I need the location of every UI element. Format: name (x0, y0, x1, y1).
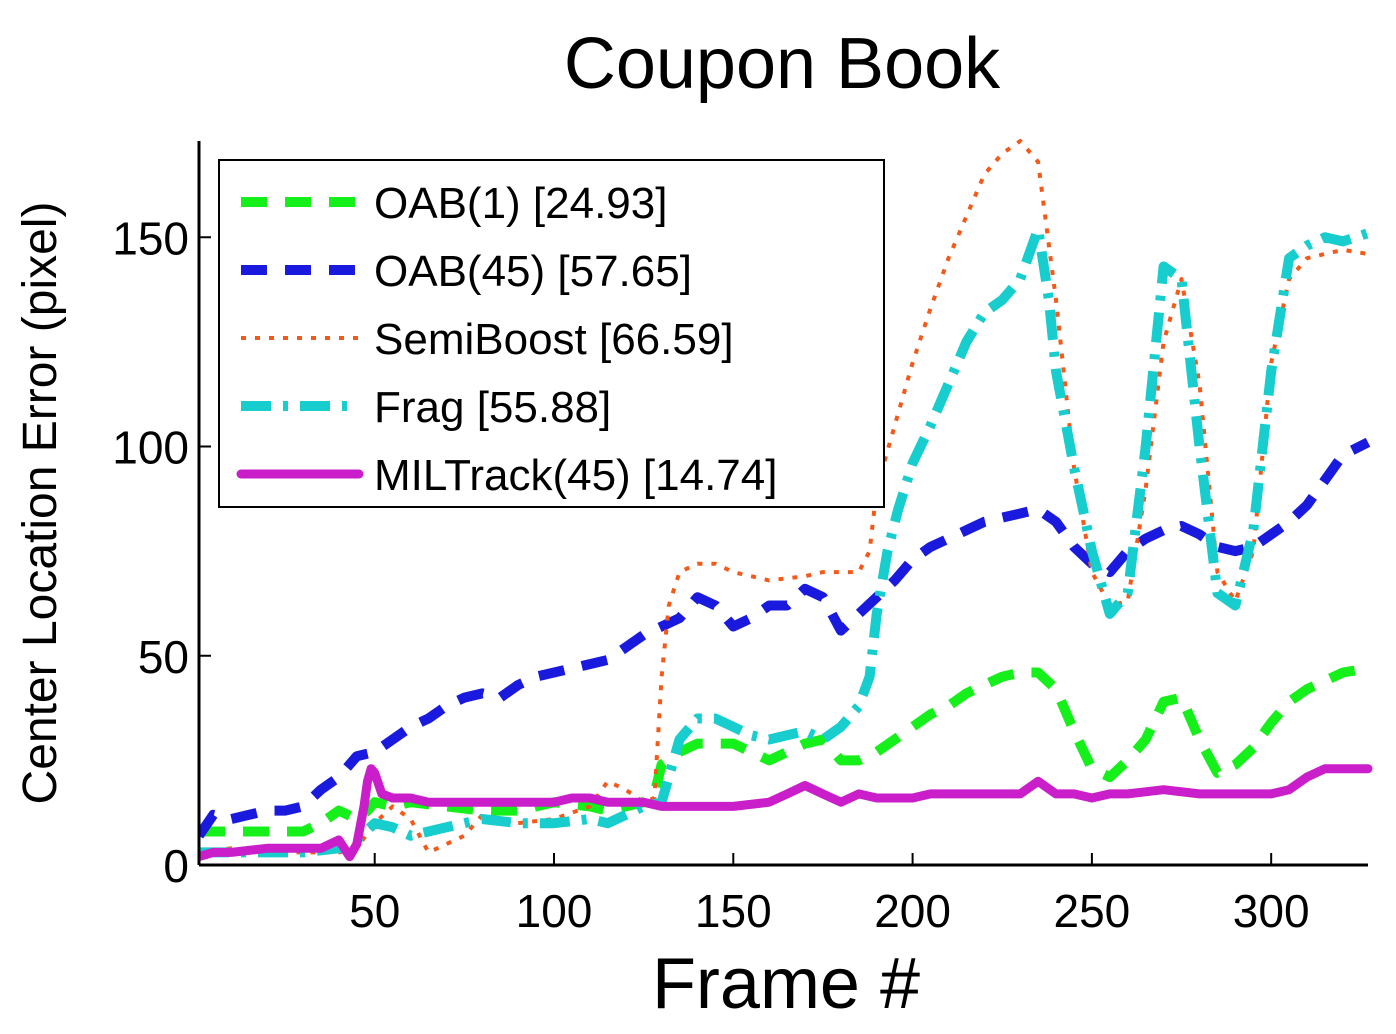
legend-label-1: OAB(45) [57.65] (374, 247, 692, 296)
chart-title: Coupon Book (564, 24, 1001, 104)
y-axis-label: Center Location Error (pixel) (14, 202, 67, 805)
x-tick-label-3: 200 (874, 885, 951, 937)
y-tick-label-3: 150 (112, 212, 189, 264)
x-tick-label-0: 50 (349, 885, 400, 937)
series-line-4 (199, 764, 1373, 862)
y-tick-label-0: 0 (163, 840, 189, 892)
legend-label-2: SemiBoost [66.59] (374, 315, 734, 364)
x-axis-label: Frame # (652, 944, 920, 1024)
x-tick-label-4: 250 (1054, 885, 1131, 937)
axes-layer: 50 100 150 200 250 300 0 50 100 150 (112, 141, 1368, 937)
legend: OAB(1) [24.93] OAB(45) [57.65] SemiBoost [… (218, 159, 885, 508)
series-line-0 (199, 663, 1369, 837)
legend-label-4: MILTrack(45) [14.74] (374, 451, 777, 500)
legend-label-3: Frag [55.88] (374, 383, 611, 432)
legend-label-0: OAB(1) [24.93] (374, 179, 667, 228)
series-line-3 (199, 223, 1370, 858)
series-line-1 (199, 437, 1371, 839)
x-tick-label-1: 100 (516, 885, 593, 937)
legend-box (218, 159, 885, 508)
y-tick-label-2: 100 (112, 422, 189, 474)
series-layer (199, 139, 1373, 862)
y-tick-label-1: 50 (138, 631, 189, 683)
x-tick-label-5: 300 (1233, 885, 1310, 937)
series-line-2 (199, 139, 1369, 855)
x-tick-label-2: 150 (695, 885, 772, 937)
